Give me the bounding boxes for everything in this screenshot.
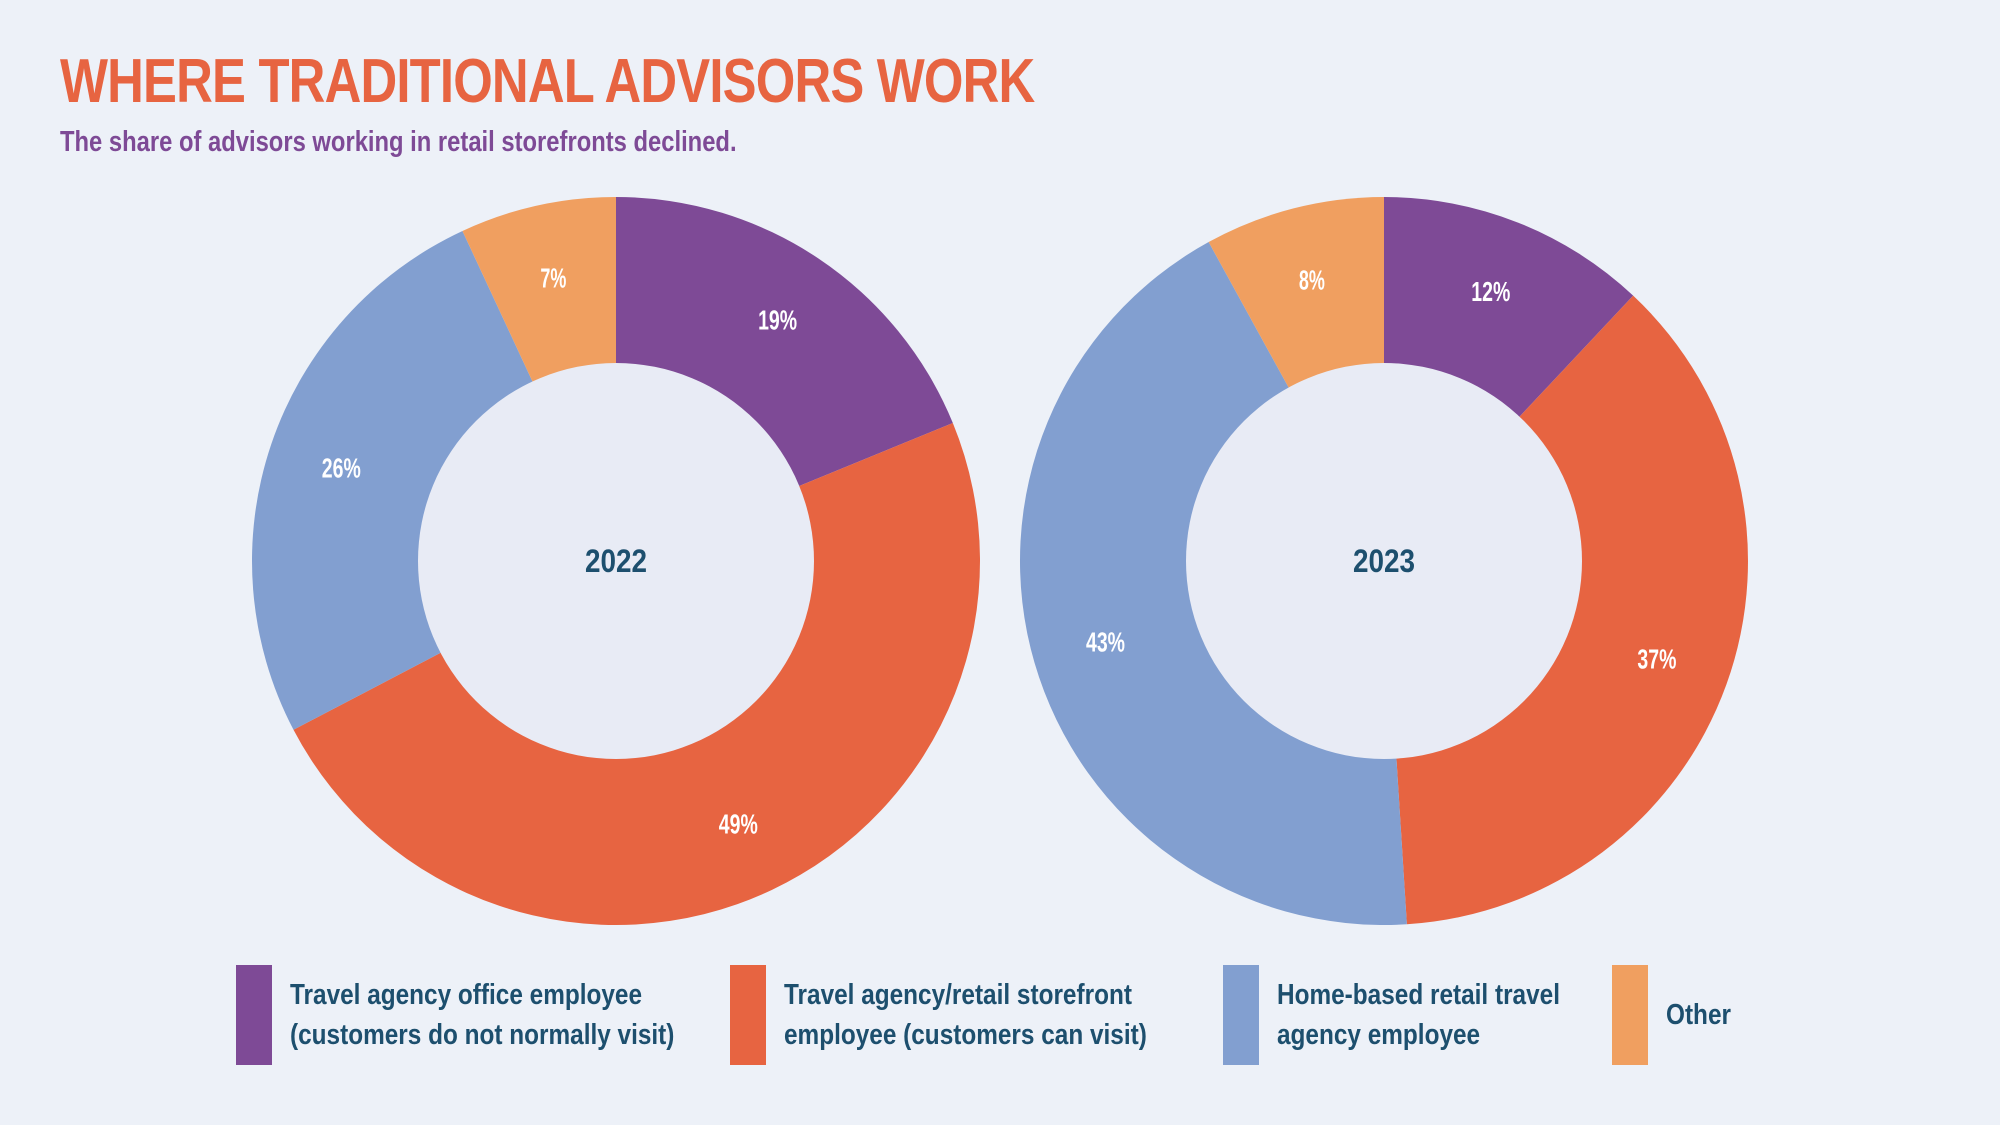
legend-swatch-other — [1612, 965, 1648, 1065]
legend-label-office-line2: (customers do not normally visit) — [290, 1019, 675, 1051]
slice-label-2023-storefront: 37% — [1637, 644, 1676, 675]
legend-label-storefront-line1: Travel agency/retail storefront — [784, 979, 1132, 1011]
donut-hole-2023 — [1186, 363, 1582, 759]
legend-item-home: Home-based retail travel agency employee — [1223, 965, 1614, 1065]
legend-label-office-line1: Travel agency office employee — [290, 979, 643, 1011]
legend-item-other: Other — [1612, 965, 1743, 1065]
slice-label-2022-home: 26% — [322, 453, 361, 484]
chart-subtitle: The share of advisors working in retail … — [60, 126, 737, 158]
slice-label-2023-home: 43% — [1086, 626, 1125, 657]
legend-label-home: Home-based retail travel agency employee — [1277, 975, 1560, 1055]
slice-label-2023-office: 12% — [1471, 276, 1510, 307]
legend-label-other-line1: Other — [1666, 999, 1731, 1031]
donut-hole-2022 — [418, 363, 814, 759]
legend-label-other: Other — [1666, 995, 1731, 1035]
slice-label-2022-other: 7% — [540, 262, 566, 293]
legend-label-home-line2: agency employee — [1277, 1019, 1481, 1051]
legend-label-storefront: Travel agency/retail storefront employee… — [784, 975, 1147, 1055]
center-label-2023: 2023 — [1353, 543, 1415, 579]
legend-label-office: Travel agency office employee (customers… — [290, 975, 674, 1055]
legend-swatch-home — [1223, 965, 1259, 1065]
legend-swatch-office — [236, 965, 272, 1065]
slice-label-2023-other: 8% — [1299, 265, 1325, 296]
slice-label-2022-office: 19% — [758, 305, 797, 336]
center-label-2022: 2022 — [585, 543, 647, 579]
legend-swatch-storefront — [730, 965, 766, 1065]
slice-label-2022-storefront: 49% — [719, 808, 758, 839]
legend-label-home-line1: Home-based retail travel — [1277, 979, 1560, 1011]
legend-item-storefront: Travel agency/retail storefront employee… — [730, 965, 1216, 1065]
chart-title: WHERE TRADITIONAL ADVISORS WORK — [60, 47, 1035, 116]
legend-label-storefront-line2: employee (customers can visit) — [784, 1019, 1147, 1051]
donut-charts: 19% 49% 26% 7% 2022 12% 37% 43% 8% 2023 — [251, 197, 1748, 925]
legend-item-office: Travel agency office employee (customers… — [236, 965, 748, 1065]
